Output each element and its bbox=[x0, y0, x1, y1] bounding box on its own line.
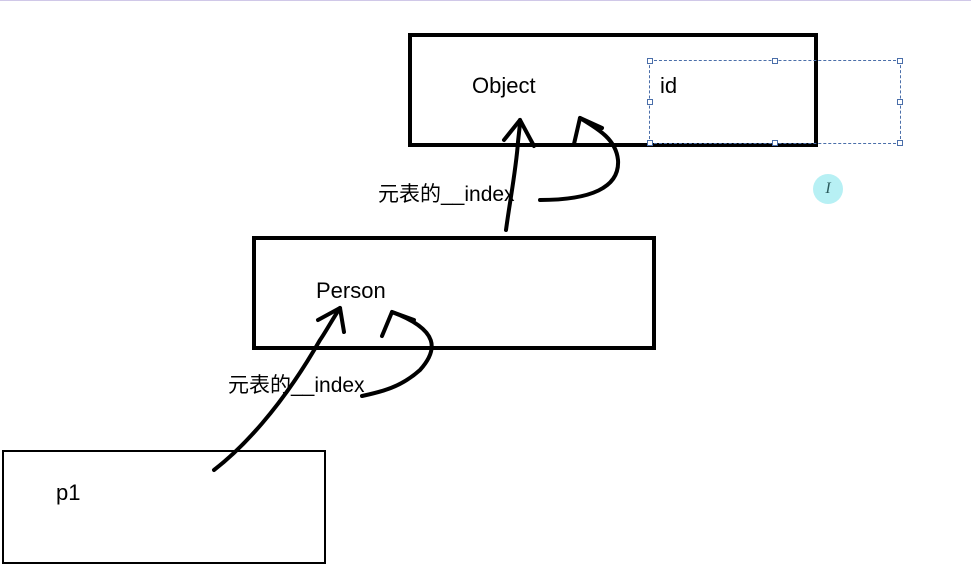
box-person bbox=[252, 236, 656, 350]
selection-handle-se[interactable] bbox=[897, 140, 903, 146]
edge-label-upper: 元表的__index bbox=[378, 178, 515, 208]
field-label-id: id bbox=[660, 73, 677, 99]
text-cursor-icon: I bbox=[813, 174, 843, 204]
top-separator bbox=[0, 0, 971, 1]
label-object: Object bbox=[472, 73, 536, 99]
box-object bbox=[408, 33, 818, 147]
text-cursor-glyph: I bbox=[825, 180, 830, 198]
diagram-canvas: Object Person p1 元表的__index 元表的__index i… bbox=[0, 0, 971, 578]
label-p1: p1 bbox=[56, 480, 80, 506]
selection-handle-ne[interactable] bbox=[897, 58, 903, 64]
label-person: Person bbox=[316, 278, 386, 304]
edge-label-lower: 元表的__index bbox=[228, 369, 365, 399]
box-p1 bbox=[2, 450, 326, 564]
selection-handle-e[interactable] bbox=[897, 99, 903, 105]
